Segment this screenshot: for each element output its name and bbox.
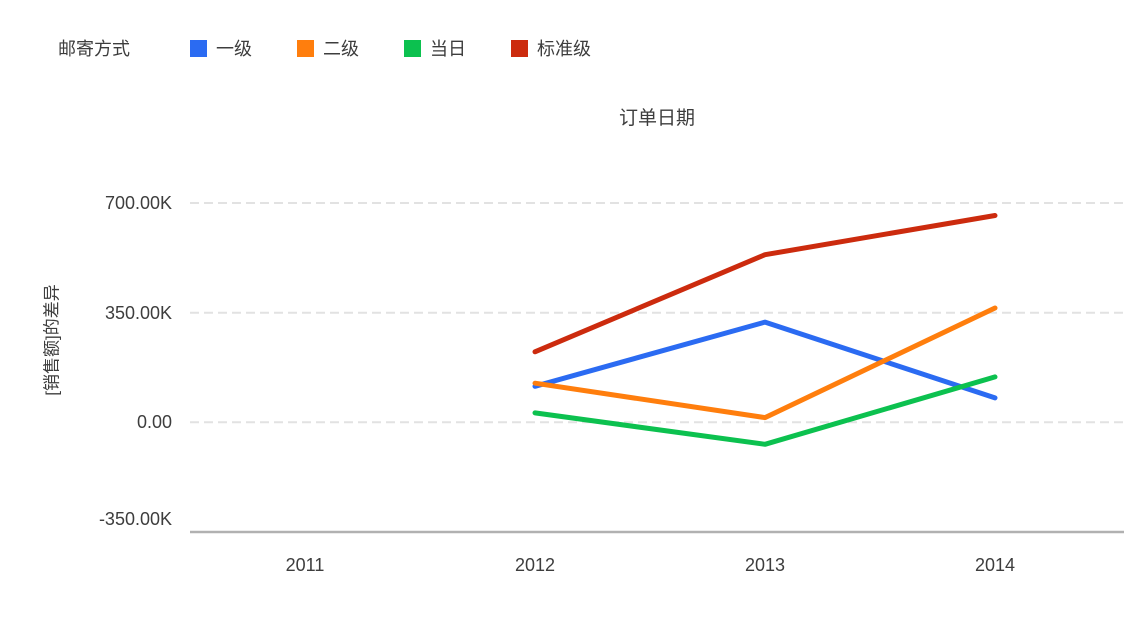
x-tick-label: 2014 — [974, 555, 1016, 575]
legend-item-first-class[interactable]: 一级 — [190, 35, 252, 61]
legend: 邮寄方式 一级 二级 当日 标准级 — [58, 37, 636, 59]
y-tick-label: 700.00K — [104, 193, 172, 213]
y-tick-label: -350.00K — [98, 509, 172, 529]
legend-item-label: 当日 — [430, 39, 466, 59]
x-tick-label: 2012 — [514, 555, 556, 575]
x-tick-label: 2013 — [744, 555, 786, 575]
series-line-标准级[interactable] — [532, 213, 998, 355]
legend-swatch-second-class — [297, 39, 314, 57]
legend-item-label: 二级 — [323, 39, 359, 59]
legend-item-label: 一级 — [216, 39, 252, 59]
plot-area[interactable] — [190, 180, 1124, 540]
legend-swatch-same-day — [404, 39, 421, 57]
legend-title: 邮寄方式 — [58, 39, 130, 59]
legend-item-second-class[interactable]: 二级 — [297, 35, 359, 61]
series-line-一级[interactable] — [532, 319, 998, 401]
legend-swatch-standard-class — [511, 39, 528, 57]
legend-item-label: 标准级 — [537, 39, 591, 59]
legend-item-standard-class[interactable]: 标准级 — [511, 35, 591, 61]
series-line-当日[interactable] — [532, 374, 998, 447]
x-tick-label: 2011 — [285, 555, 325, 575]
y-tick-label: 0.00 — [136, 412, 172, 433]
series-line-二级[interactable] — [532, 305, 998, 421]
y-tick-label: 350.00K — [104, 302, 172, 323]
legend-item-same-day[interactable]: 当日 — [404, 35, 466, 61]
x-axis-title: 订单日期 — [618, 108, 695, 129]
legend-swatch-first-class — [190, 39, 207, 57]
